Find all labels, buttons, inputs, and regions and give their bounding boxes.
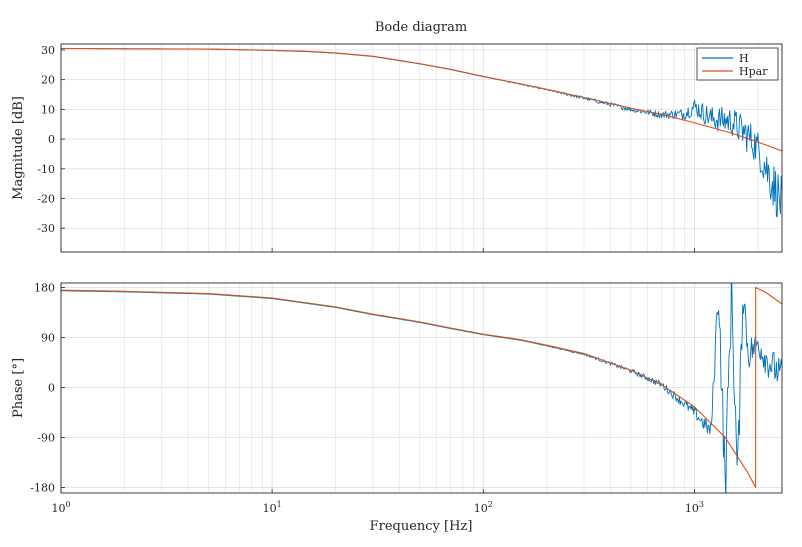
x-tick-label: 102: [474, 500, 493, 515]
y-tick-label: -20: [37, 193, 55, 206]
y-tick-label: -180: [30, 481, 55, 494]
y-tick-label: 20: [41, 74, 55, 87]
y-tick-label: -30: [37, 222, 55, 235]
x-axis-label: Frequency [Hz]: [370, 519, 473, 534]
x-tick-label: 103: [685, 500, 704, 515]
series-group: [61, 283, 782, 493]
magnitude-panel: 30 20 10 0 -10 -20 -30 Magnitude [dB]: [11, 43, 783, 253]
y-tick-label: 180: [34, 281, 55, 294]
x-tick-label: 100: [51, 500, 70, 515]
y-axis-label: Magnitude [dB]: [11, 96, 26, 200]
legend-label-hpar: Hpar: [739, 65, 768, 78]
y-tick-label: 0: [48, 133, 55, 146]
series-line-hpar: [61, 47, 782, 152]
y-axis-label: Phase [°]: [11, 358, 26, 418]
axes-box: [60, 43, 783, 253]
x-tick-label: 101: [263, 500, 282, 515]
chart-title: Bode diagram: [375, 20, 467, 35]
y-tick-label: -90: [37, 431, 55, 444]
y-tick-label: -10: [37, 163, 55, 176]
legend-label-h: H: [739, 52, 749, 65]
y-tick-label: 10: [41, 103, 55, 116]
y-tick-label: 90: [41, 331, 55, 344]
y-tick-label: 30: [41, 44, 55, 57]
axes-box: [60, 282, 783, 494]
y-tick-label: 0: [48, 381, 55, 394]
series-line-hpar: [61, 286, 782, 488]
series-group: [61, 47, 782, 218]
legend-box: [696, 47, 779, 81]
phase-panel: 180 90 0 -90 -180 Phase [°]: [11, 281, 783, 494]
